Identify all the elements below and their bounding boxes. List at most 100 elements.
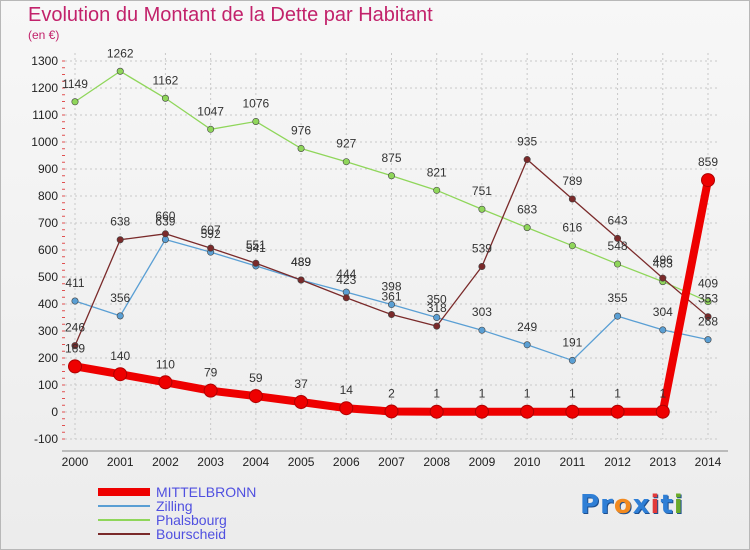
data-point bbox=[523, 224, 531, 232]
data-label: 859 bbox=[698, 155, 718, 169]
data-label: 548 bbox=[608, 239, 628, 253]
data-label: 1162 bbox=[153, 73, 179, 87]
data-point bbox=[158, 375, 173, 390]
data-point bbox=[478, 262, 486, 270]
data-point bbox=[113, 367, 128, 382]
x-tick-label: 2006 bbox=[333, 455, 360, 469]
data-label: 140 bbox=[110, 349, 130, 363]
y-tick-label: 700 bbox=[38, 216, 58, 230]
chart-unit-label: (en €) bbox=[28, 28, 60, 42]
data-label: 398 bbox=[381, 280, 401, 294]
data-label: 59 bbox=[249, 371, 263, 385]
y-tick-label: 1300 bbox=[31, 54, 58, 68]
data-point bbox=[297, 276, 305, 284]
data-label: 411 bbox=[65, 276, 84, 290]
data-label: 976 bbox=[291, 123, 311, 137]
data-label: 683 bbox=[517, 203, 537, 217]
data-point bbox=[655, 404, 670, 419]
data-point bbox=[68, 359, 82, 374]
y-tick-label: 800 bbox=[38, 189, 58, 203]
y-tick-label: 400 bbox=[38, 297, 58, 311]
data-label: 638 bbox=[110, 215, 130, 229]
data-label: 361 bbox=[381, 290, 401, 304]
data-label: 169 bbox=[65, 341, 85, 355]
data-label: 423 bbox=[336, 273, 356, 287]
legend-label: Bourscheid bbox=[156, 526, 227, 542]
data-point bbox=[478, 205, 486, 213]
logo-letter: r bbox=[600, 490, 614, 520]
y-tick-label: 900 bbox=[38, 162, 58, 176]
series-lines bbox=[68, 67, 715, 419]
data-point bbox=[523, 156, 531, 164]
y-tick-label: 100 bbox=[38, 378, 58, 392]
y-tick-label: 1100 bbox=[32, 108, 58, 122]
x-tick-label: 2004 bbox=[243, 455, 270, 469]
logo-letter: o bbox=[613, 490, 633, 520]
data-point bbox=[701, 173, 715, 188]
data-label: 249 bbox=[517, 320, 537, 334]
x-tick-label: 2012 bbox=[604, 455, 631, 469]
data-point bbox=[568, 356, 576, 364]
data-label: 751 bbox=[472, 184, 492, 198]
data-point bbox=[565, 404, 580, 419]
data-label: 1 bbox=[659, 387, 666, 401]
axes: -100 0 100 200 300 400 500 600 700 800 900 1000 1100… bbox=[31, 54, 728, 469]
data-point bbox=[252, 117, 260, 125]
data-point bbox=[161, 94, 169, 102]
y-tick-label: 300 bbox=[38, 324, 58, 338]
x-tick-label: 2011 bbox=[559, 455, 585, 469]
data-label: 353 bbox=[698, 292, 718, 306]
data-point bbox=[342, 158, 350, 166]
data-label: 1262 bbox=[107, 46, 134, 60]
logo-letter: t bbox=[660, 490, 674, 520]
data-label: 551 bbox=[246, 238, 266, 252]
data-label: 1149 bbox=[62, 77, 88, 91]
x-tick-label: 2013 bbox=[649, 455, 676, 469]
data-point bbox=[342, 294, 350, 302]
data-label: 191 bbox=[562, 335, 582, 349]
data-point bbox=[523, 341, 531, 349]
x-tick-label: 2002 bbox=[152, 455, 179, 469]
legend-swatch bbox=[98, 533, 150, 535]
data-point bbox=[704, 313, 712, 321]
y-tick-label: 200 bbox=[38, 351, 58, 365]
data-point bbox=[614, 312, 622, 320]
logo-letter: i bbox=[673, 490, 684, 520]
data-label: 1 bbox=[479, 387, 486, 401]
y-tick-label: 500 bbox=[38, 270, 58, 284]
data-point bbox=[207, 125, 215, 133]
data-label: 489 bbox=[291, 255, 311, 269]
data-point bbox=[659, 326, 667, 334]
legend-label: Zilling bbox=[156, 498, 193, 514]
data-label: 789 bbox=[562, 174, 582, 188]
data-label: 927 bbox=[336, 137, 356, 151]
data-point bbox=[71, 342, 79, 350]
data-label: 639 bbox=[155, 214, 175, 228]
data-point bbox=[614, 260, 622, 268]
data-label: 356 bbox=[110, 291, 130, 305]
data-point bbox=[610, 404, 625, 419]
x-tick-label: 2010 bbox=[514, 455, 541, 469]
data-label: 1 bbox=[569, 387, 576, 401]
data-point bbox=[297, 144, 305, 152]
x-tick-label: 2014 bbox=[695, 455, 722, 469]
data-label: 935 bbox=[517, 135, 537, 149]
data-label: 616 bbox=[562, 221, 582, 235]
data-label: 1 bbox=[614, 387, 621, 401]
data-point bbox=[659, 274, 667, 282]
grid bbox=[65, 53, 718, 440]
logo-letter: P bbox=[580, 490, 601, 520]
data-label: 110 bbox=[156, 357, 175, 371]
data-label: 1 bbox=[433, 387, 440, 401]
data-label: 14 bbox=[340, 383, 354, 397]
data-label: 539 bbox=[472, 241, 492, 255]
data-label: 318 bbox=[427, 301, 447, 315]
data-label: 350 bbox=[427, 293, 447, 307]
data-point bbox=[568, 242, 576, 250]
y-tick-label: 1200 bbox=[31, 81, 58, 95]
data-label: 2 bbox=[388, 386, 395, 400]
data-point bbox=[614, 234, 622, 242]
x-tick-label: 2008 bbox=[423, 455, 450, 469]
